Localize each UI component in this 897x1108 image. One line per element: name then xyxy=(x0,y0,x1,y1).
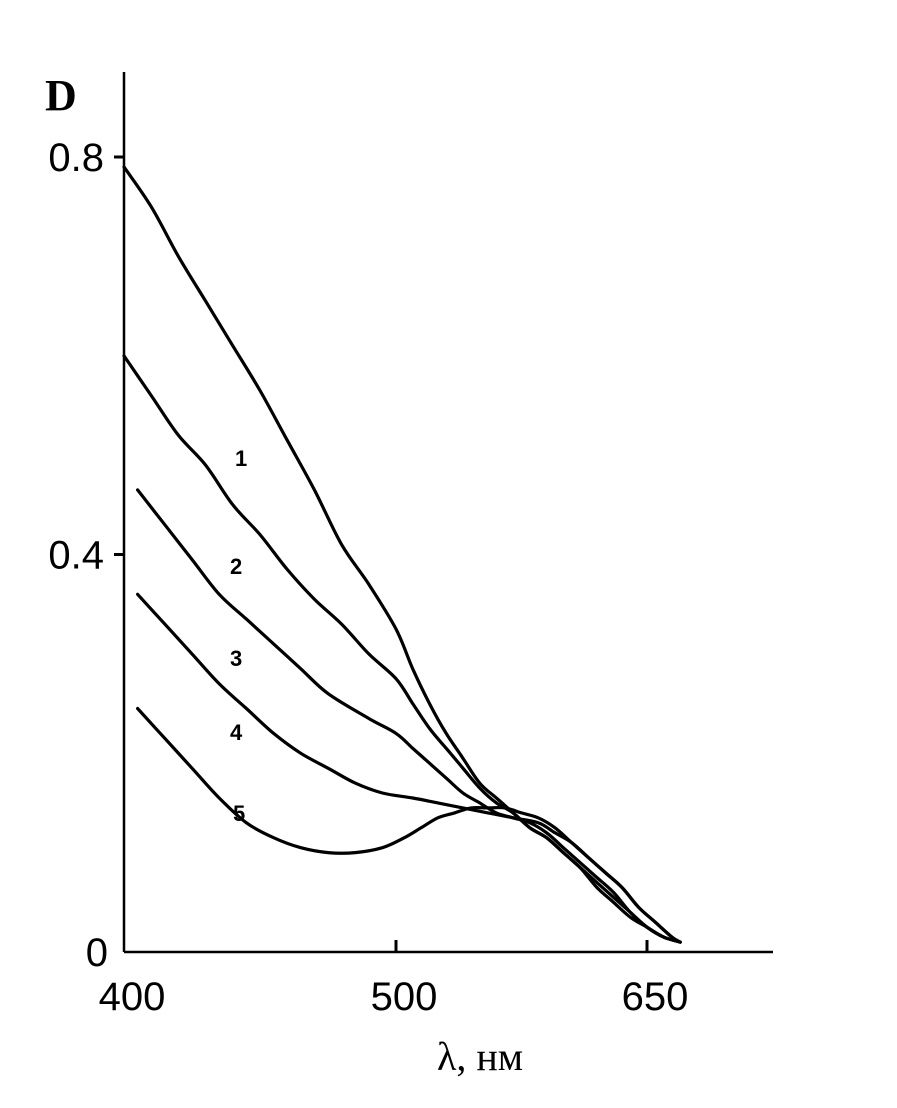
series-label-5: 5 xyxy=(233,801,245,826)
series-group xyxy=(122,165,682,944)
series-line-5 xyxy=(136,706,682,944)
series-label-2: 2 xyxy=(230,554,242,579)
axes xyxy=(122,72,773,954)
series-line-1 xyxy=(122,165,682,944)
x-axis-label: λ, нм xyxy=(437,1034,523,1079)
y-tick-label: 0 xyxy=(86,931,108,975)
x-tick-label: 500 xyxy=(371,975,438,1019)
series-label-1: 1 xyxy=(235,446,247,471)
x-tick-label: 400 xyxy=(99,975,166,1019)
y-tick-label: 0.4 xyxy=(48,534,104,578)
y-axis-label: D xyxy=(45,71,77,120)
series-label-3: 3 xyxy=(230,646,242,671)
series-labels: 1 2 3 4 5 xyxy=(230,446,247,826)
series-line-3 xyxy=(136,488,682,944)
series-label-4: 4 xyxy=(230,720,243,745)
x-tick-label: 650 xyxy=(622,975,689,1019)
series-line-2 xyxy=(122,354,682,944)
ticks: 0 0.4 0.8 400 500 650 xyxy=(48,136,688,1019)
y-tick-label: 0.8 xyxy=(48,136,104,180)
